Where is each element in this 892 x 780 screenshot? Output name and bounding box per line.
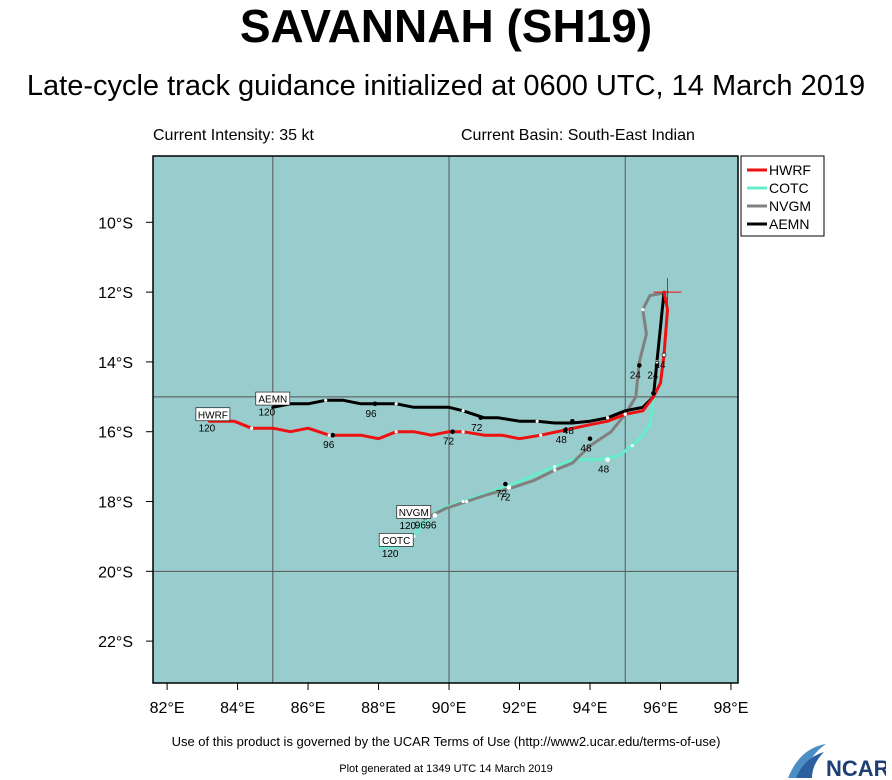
x-tick-label: 88°E	[361, 700, 396, 717]
track-marker-hwrf	[330, 432, 336, 438]
plot-frame	[152, 155, 739, 684]
track-marker-label: 24	[630, 370, 642, 381]
track-end-box-hwrf	[195, 407, 231, 422]
track-marker-nvgm	[637, 363, 642, 368]
y-tick-label: 12°S	[98, 285, 133, 302]
track-line-aemn	[271, 290, 666, 425]
track-end-hour-hwrf: 120	[199, 423, 216, 434]
track-marker-cotc	[605, 457, 610, 462]
track-dot-aemn	[461, 409, 465, 413]
track-marker-label: 72	[499, 493, 511, 504]
y-tick-label: 16°S	[98, 425, 133, 442]
track-marker-label: 24	[654, 360, 666, 371]
track-end-label-aemn: AEMN	[258, 395, 287, 406]
track-dot-hwrf	[539, 433, 543, 437]
track-dot-nvgm	[553, 468, 557, 472]
track-end-label-nvgm: NVGM	[399, 508, 429, 519]
track-marker-label: 24	[647, 370, 659, 381]
page-subtitle: Late-cycle track guidance initialized at…	[26, 70, 866, 102]
y-tick-label: 22°S	[98, 634, 133, 651]
current-intensity-label: Current Intensity: 35 kt	[153, 127, 314, 144]
track-marker-aemn	[478, 415, 484, 421]
track-marker-label: 48	[580, 444, 592, 455]
current-basin-label: Current Basin: South-East Indian	[461, 127, 695, 144]
track-dot-hwrf	[662, 353, 666, 357]
track-marker-label: 48	[556, 435, 568, 446]
track-end-hour-cotc: 120	[382, 549, 399, 560]
track-marker-label: 48	[563, 426, 575, 437]
x-tick-label: 82°E	[150, 700, 185, 717]
legend-label-hwrf: HWRF	[769, 162, 811, 178]
track-marker-label: 96	[323, 440, 335, 451]
track-marker-cotc	[506, 485, 512, 490]
track-dot-aemn	[655, 360, 659, 364]
page-title: SAVANNAH (SH19)	[239, 0, 653, 52]
y-tick-label: 10°S	[98, 215, 133, 232]
track-end-box-cotc	[378, 533, 414, 547]
track-marker-label: 96	[425, 520, 437, 531]
track-end-box-nvgm	[396, 505, 432, 519]
track-dot-hwrf	[461, 430, 465, 434]
plot-background	[153, 156, 738, 683]
track-dot-hwrf	[394, 430, 398, 434]
track-marker-label: 72	[443, 437, 455, 448]
terms-of-use-text: Use of this product is governed by the U…	[171, 734, 721, 749]
x-tick-label: 98°E	[714, 700, 749, 717]
track-marker-aemn	[372, 401, 378, 407]
track-marker-aemn	[654, 363, 660, 368]
track-marker-nvgm	[587, 436, 593, 441]
x-tick-label: 92°E	[502, 700, 537, 717]
legend-label-nvgm: NVGM	[769, 198, 811, 214]
track-dot-hwrf	[327, 433, 331, 437]
track-marker-aemn	[570, 418, 575, 424]
track-dot-aemn	[535, 419, 539, 423]
legend-label-cotc: COTC	[769, 180, 809, 196]
track-end-label-hwrf: HWRF	[198, 410, 228, 421]
x-tick-label: 86°E	[291, 700, 326, 717]
track-end-box-aemn	[255, 391, 291, 406]
track-marker-label: 96	[365, 409, 377, 420]
track-dot-aemn	[324, 398, 328, 402]
x-tick-label: 90°E	[432, 700, 467, 717]
y-tick-label: 14°S	[98, 355, 133, 372]
track-marker-hwrf	[651, 391, 656, 396]
ncar-logo-text: NCAR	[826, 756, 886, 780]
ncar-logo: NCAR	[788, 744, 886, 780]
track-dot-nvgm	[465, 499, 469, 504]
plot-generated-text: Plot generated at 1349 UTC 14 March 2019	[339, 763, 553, 775]
track-dot-cotc	[630, 444, 634, 448]
track-end-label-cotc: COTC	[382, 536, 410, 547]
track-dot-cotc	[461, 499, 465, 504]
track-dot-aemn	[606, 416, 610, 420]
track-end-hour-aemn: 120	[258, 408, 275, 419]
track-line-nvgm	[422, 290, 669, 521]
y-tick-label: 18°S	[98, 495, 133, 512]
track-marker-cotc	[432, 513, 438, 518]
x-tick-label: 84°E	[220, 700, 255, 717]
track-dot-nvgm	[641, 307, 645, 312]
track-marker-label: 48	[598, 465, 610, 476]
track-marker-hwrf	[563, 427, 568, 433]
track-dot-cotc	[553, 465, 557, 469]
y-tick-label: 20°S	[98, 564, 133, 581]
track-dot-aemn	[394, 402, 398, 406]
track-marker-hwrf	[450, 429, 455, 435]
ncar-logo-mark-icon	[788, 744, 826, 778]
track-end-hour-nvgm: 120	[399, 521, 416, 532]
x-tick-label: 94°E	[573, 700, 608, 717]
track-dot-hwrf	[250, 426, 254, 430]
track-marker-label: 72	[471, 423, 483, 434]
track-marker-label: 72	[496, 489, 508, 500]
legend-label-aemn: AEMN	[769, 216, 809, 232]
track-dot-nvgm	[623, 412, 627, 416]
x-tick-label: 96°E	[643, 700, 678, 717]
track-marker-label: 96	[415, 520, 427, 531]
track-marker-nvgm	[503, 481, 508, 487]
